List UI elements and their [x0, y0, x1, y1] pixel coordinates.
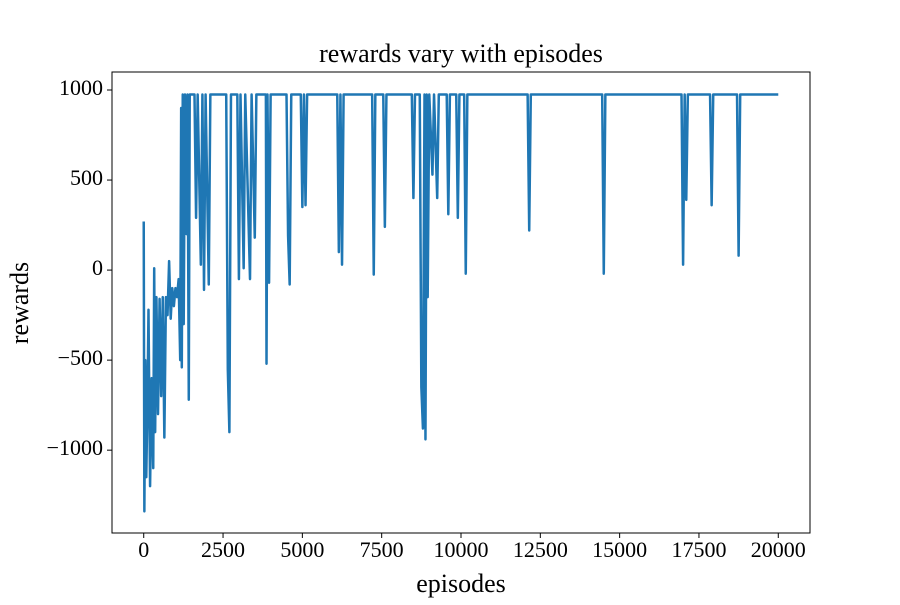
x-tick-label: 2500 — [201, 537, 245, 562]
x-tick-label: 12500 — [513, 537, 568, 562]
x-tick-label: 0 — [138, 537, 149, 562]
x-tick-label: 15000 — [592, 537, 647, 562]
y-tick-label: −500 — [58, 345, 103, 370]
x-tick-label: 10000 — [434, 537, 489, 562]
y-axis-label: rewards — [5, 262, 34, 344]
plot-frame — [111, 71, 811, 534]
x-tick-label: 17500 — [671, 537, 726, 562]
x-axis-label: episodes — [416, 569, 506, 598]
x-tick-label: 7500 — [360, 537, 404, 562]
y-tick-label: 0 — [92, 255, 103, 280]
chart-title: rewards vary with episodes — [319, 39, 603, 68]
y-tick-label: −1000 — [47, 435, 103, 460]
x-tick-label: 20000 — [751, 537, 806, 562]
x-tick-label: 5000 — [280, 537, 324, 562]
y-tick-label: 1000 — [59, 75, 103, 100]
line — [142, 93, 779, 513]
y-tick-label: 500 — [70, 165, 103, 190]
